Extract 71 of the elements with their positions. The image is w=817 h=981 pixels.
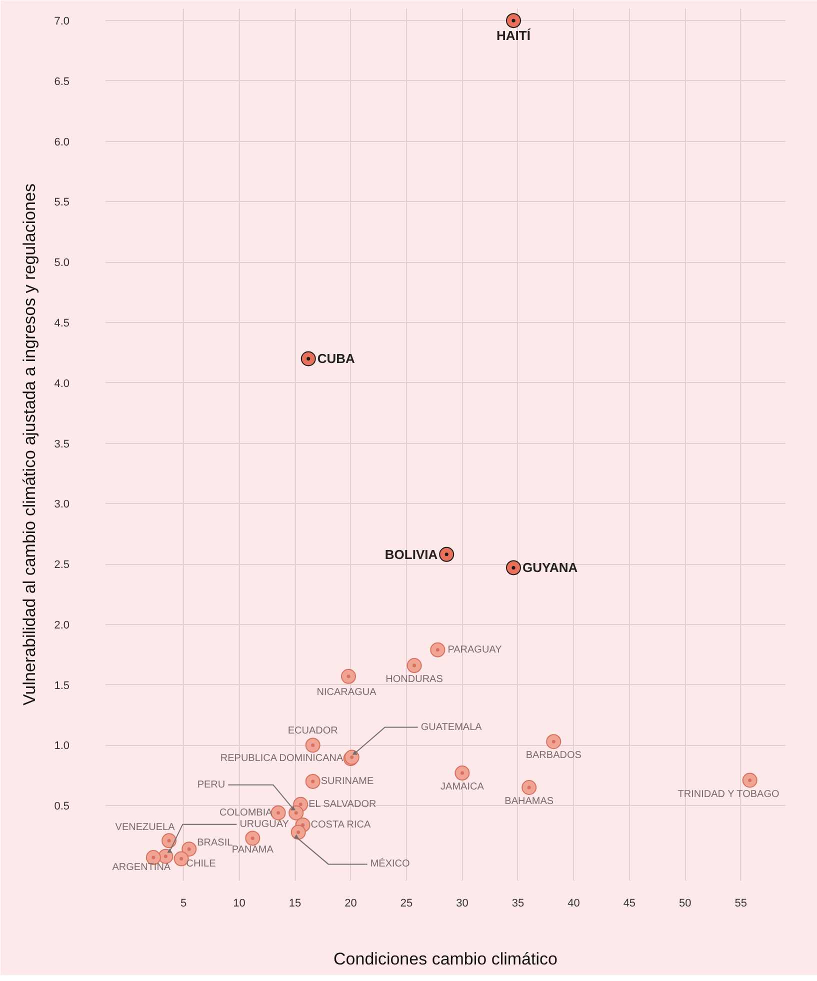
point [406,658,422,674]
x-tick-label: 30 [456,898,468,910]
data-label: NICARAGUA [316,686,377,698]
point [305,774,320,789]
data-label: BRASIL [197,838,234,849]
point [162,833,177,848]
data-label: COSTA RICA [310,819,371,830]
data-label: ARGENTINA [112,862,171,874]
data-label: VENEZUELA [115,822,176,834]
data-label: TRINIDAD Y TOBAGO [678,788,780,800]
data-label: GUATEMALA [420,722,482,733]
data-label: REPUBLICA DOMINICANA [220,753,344,764]
y-tick-label: 0.5 [54,800,70,813]
point [290,824,306,840]
y-axis-title: Vulnerabilidad al cambio climático ajustada a ingresos y regulaciones [20,184,40,706]
point [288,805,304,820]
point [341,668,356,684]
x-tick-label: 15 [288,898,302,910]
y-tick-label: 3.0 [54,498,70,511]
data-label: PARAGUAY [448,644,502,656]
y-tick-label: 4.5 [54,318,70,330]
data-label: URUGUAY [240,818,290,830]
data-label: MÉXICO [370,858,410,870]
data-label: JAMAICA [440,782,484,793]
data-label: GUYANA [522,560,578,576]
point [454,766,470,780]
point [430,642,446,658]
x-tick-label: 20 [344,898,357,910]
y-tick-label: 2.5 [54,559,70,572]
data-label: BAHAMAS [504,796,554,808]
x-tick-label: 40 [568,898,580,910]
point [506,560,521,576]
point [506,13,521,28]
point [439,546,454,562]
x-tick-label: 45 [623,898,636,910]
y-tick-label: 5.5 [54,196,70,209]
point [742,772,758,788]
y-tick-label: 1.5 [54,680,70,692]
data-label: CUBA [317,351,356,366]
data-label: HONDURAS [386,674,444,686]
y-tick-label: 7.0 [54,16,70,28]
point [522,780,537,795]
data-label: BARBADOS [526,750,582,762]
data-label: ECUADOR [288,726,338,737]
y-tick-label: 2.0 [54,619,70,632]
point [182,842,197,857]
data-label: CHILE [186,858,216,870]
y-tick-label: 3.5 [54,438,70,450]
point [300,351,316,366]
point [305,738,320,753]
x-tick-label: 25 [400,898,413,910]
y-tick-label: 6.5 [54,76,70,88]
x-tick-label: 35 [512,898,524,910]
y-tick-label: 1.0 [54,740,70,752]
x-tick-label: 10 [233,898,246,910]
y-tick-label: 4.0 [54,378,70,390]
data-label: PANAMA [232,844,274,856]
x-tick-label: 5 [180,898,187,910]
point [270,805,286,820]
x-tick-label: 50 [679,898,692,910]
y-tick-label: 6.0 [54,136,70,148]
data-label: BOLIVIA [384,546,438,562]
y-tick-label: 5.0 [54,257,70,270]
x-axis-title: Condiciones cambio climático [334,950,558,968]
x-tick-label: 55 [734,898,748,910]
point [245,830,260,846]
point [546,734,562,750]
data-label: PERU [197,779,226,790]
data-label: SURINAME [320,776,374,787]
data-label: HAITÍ [496,28,531,44]
data-label: EL SALVADOR [308,798,376,810]
